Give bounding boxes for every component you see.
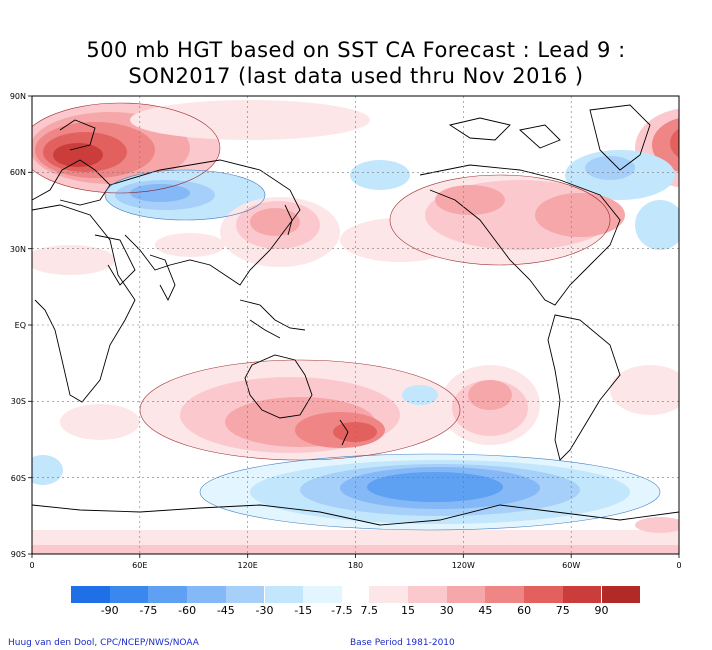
colorbar-label: 75: [555, 604, 570, 617]
colorbar-swatch-positive: [408, 586, 447, 603]
colorbar-swatch-positive: [485, 586, 525, 603]
footer-base-period: Base Period 1981-2010: [350, 638, 455, 648]
colorbar-swatch-negative: [264, 586, 304, 603]
lon-label: 0: [29, 561, 34, 570]
contour-lines: [32, 102, 611, 461]
colorbar-swatch-positive: [524, 586, 563, 603]
colorbar-label: -60: [178, 604, 197, 617]
colorbar-swatch-negative: [148, 586, 188, 603]
lon-label: 60E: [132, 561, 147, 570]
colorbar-label: 15: [401, 604, 415, 617]
lat-label: 60S: [11, 474, 26, 483]
colorbar-label: -15: [294, 604, 313, 617]
colorbar-label: -7.5: [331, 604, 353, 617]
colorbar-label: 7.5: [360, 604, 379, 617]
lon-label: 0: [676, 561, 681, 570]
anomaly-contours: [32, 100, 679, 554]
graticule: [32, 96, 679, 554]
colorbar-label: -75: [139, 604, 158, 617]
lon-label: 120E: [238, 561, 258, 570]
colorbar-swatch-positive: [562, 586, 602, 603]
lat-label: 60N: [10, 168, 26, 177]
lon-label: 180: [348, 561, 363, 570]
colorbar-label: -90: [100, 604, 119, 617]
map-title-line2: SON2017 (last data used thru Nov 2016 ): [128, 64, 584, 88]
colorbar-swatch-positive: [369, 586, 408, 603]
colorbar-swatch-negative: [187, 586, 226, 603]
lat-label: EQ: [15, 321, 26, 330]
lon-label: 60W: [562, 561, 580, 570]
footer-credit: Huug van den Dool, CPC/NCEP/NWS/NOAA: [8, 638, 199, 648]
colorbar-label: 30: [439, 604, 454, 617]
lon-labels: 0 60E 120E 180 120W 60W 0: [29, 561, 681, 570]
colorbar-swatch-negative: [225, 586, 265, 603]
colorbar-swatch-positive: [446, 586, 486, 603]
coastlines: [32, 104, 679, 526]
colorbar-label: -45: [216, 604, 235, 617]
lon-label: 120W: [452, 561, 475, 570]
colorbar-swatch-negative: [303, 586, 342, 603]
lat-label: 30N: [10, 245, 26, 254]
colorbar-label: 90: [594, 604, 609, 617]
lat-label: 90S: [11, 550, 26, 559]
colorbar-swatch-positive: [601, 586, 641, 603]
lat-label: 30S: [11, 397, 26, 406]
colorbar-label: -30: [255, 604, 274, 617]
lat-labels: 90N 60N 30N EQ 30S 60S 90S: [10, 92, 26, 559]
colorbar-label: 45: [478, 604, 493, 617]
colorbar-label: 60: [517, 604, 532, 617]
lat-label: 90N: [10, 92, 26, 101]
colorbar-swatch-negative: [71, 586, 110, 603]
map-title-line1: 500 mb HGT based on SST CA Forecast : Le…: [86, 38, 626, 62]
colorbar-swatch-negative: [109, 586, 149, 603]
